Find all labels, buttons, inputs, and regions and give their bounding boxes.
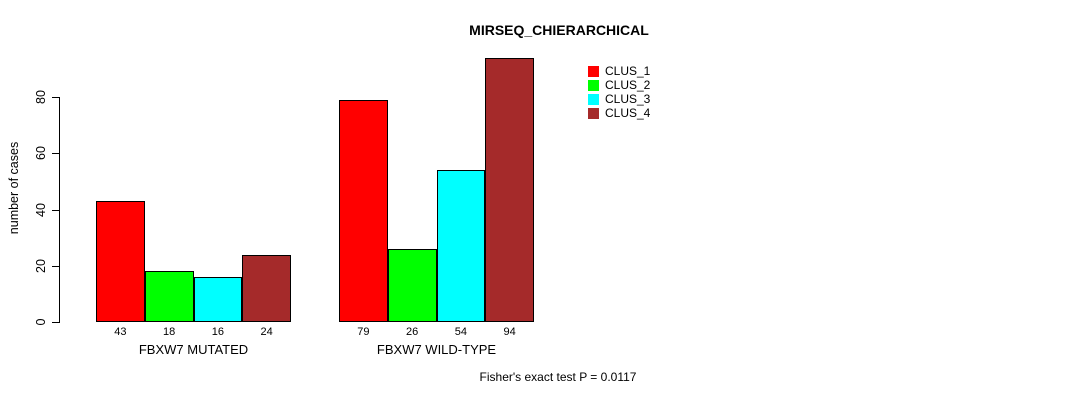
y-tick [52,153,59,155]
group-label-1: FBXW7 MUTATED [138,342,249,357]
y-tick-label: 40 [34,202,48,217]
y-tick-label: 20 [34,258,48,273]
y-tick-label: 0 [34,318,48,326]
legend-label: CLUS_3 [605,92,651,106]
y-tick-label: 60 [34,146,48,161]
bar-clus_3-group2 [436,170,486,322]
bar-clus_1-group1 [96,201,145,322]
legend-label: CLUS_2 [605,78,651,92]
legend-label: CLUS_1 [605,64,651,78]
legend-swatch [588,79,599,91]
bar-clus_4-group2 [485,57,534,322]
bar-value-label: 26 [406,326,419,338]
bar-value-label: 79 [357,326,370,338]
legend-swatch [588,65,599,77]
bar-value-label: 24 [260,326,273,338]
bar-value-label: 43 [114,326,127,338]
stat-annotation: Fisher's exact test P = 0.0117 [479,370,637,384]
y-tick [52,322,59,323]
legend-label: CLUS_4 [605,106,651,120]
group-label-2: FBXW7 WILD-TYPE [376,342,497,357]
legend-swatch [588,107,599,119]
legend-item-clus_2: CLUS_2 [588,78,650,92]
y-tick-label: 80 [34,90,48,104]
bar-value-label: 16 [211,326,224,338]
bar-clus_3-group1 [193,277,243,322]
bar-clus_2-group2 [387,248,437,322]
bar-value-label: 18 [163,326,176,338]
chart-title: MIRSEQ_CHIERARCHICAL [469,22,649,38]
legend-item-clus_4: CLUS_4 [588,106,650,120]
bar-clus_2-group1 [144,271,194,322]
y-tick [52,209,59,211]
bar-clus_1-group2 [339,99,388,322]
bar-clus_4-group1 [242,254,291,322]
y-tick [52,265,59,267]
legend-item-clus_3: CLUS_3 [588,92,650,106]
bar-value-label: 94 [503,326,516,338]
legend-item-clus_1: CLUS_1 [588,64,650,78]
bar-value-label: 54 [454,326,467,338]
y-axis-label: number of cases [7,141,21,235]
y-axis-line [59,97,60,323]
y-tick [52,97,59,98]
legend-swatch [588,93,599,105]
legend: CLUS_1 CLUS_2 CLUS_3 CLUS_4 [588,64,650,120]
